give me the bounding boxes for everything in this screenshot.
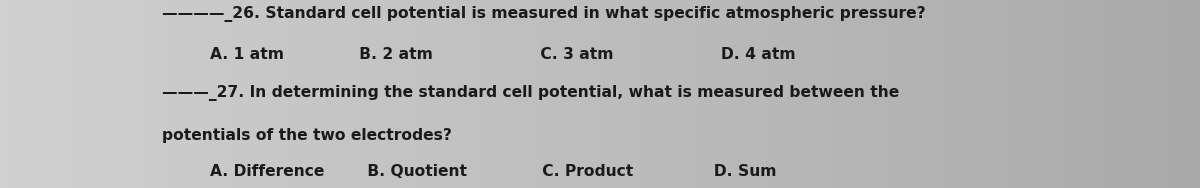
- Text: potentials of the two electrodes?: potentials of the two electrodes?: [162, 128, 452, 143]
- Text: ————_26. Standard cell potential is measured in what specific atmospheric pressu: ————_26. Standard cell potential is meas…: [162, 6, 925, 22]
- Text: ———_27. In determining the standard cell potential, what is measured between the: ———_27. In determining the standard cell…: [162, 85, 899, 101]
- Text: A. Difference        B. Quotient              C. Product               D. Sum: A. Difference B. Quotient C. Product D. …: [210, 164, 776, 179]
- Text: A. 1 atm              B. 2 atm                    C. 3 atm                    D.: A. 1 atm B. 2 atm C. 3 atm D.: [210, 47, 796, 62]
